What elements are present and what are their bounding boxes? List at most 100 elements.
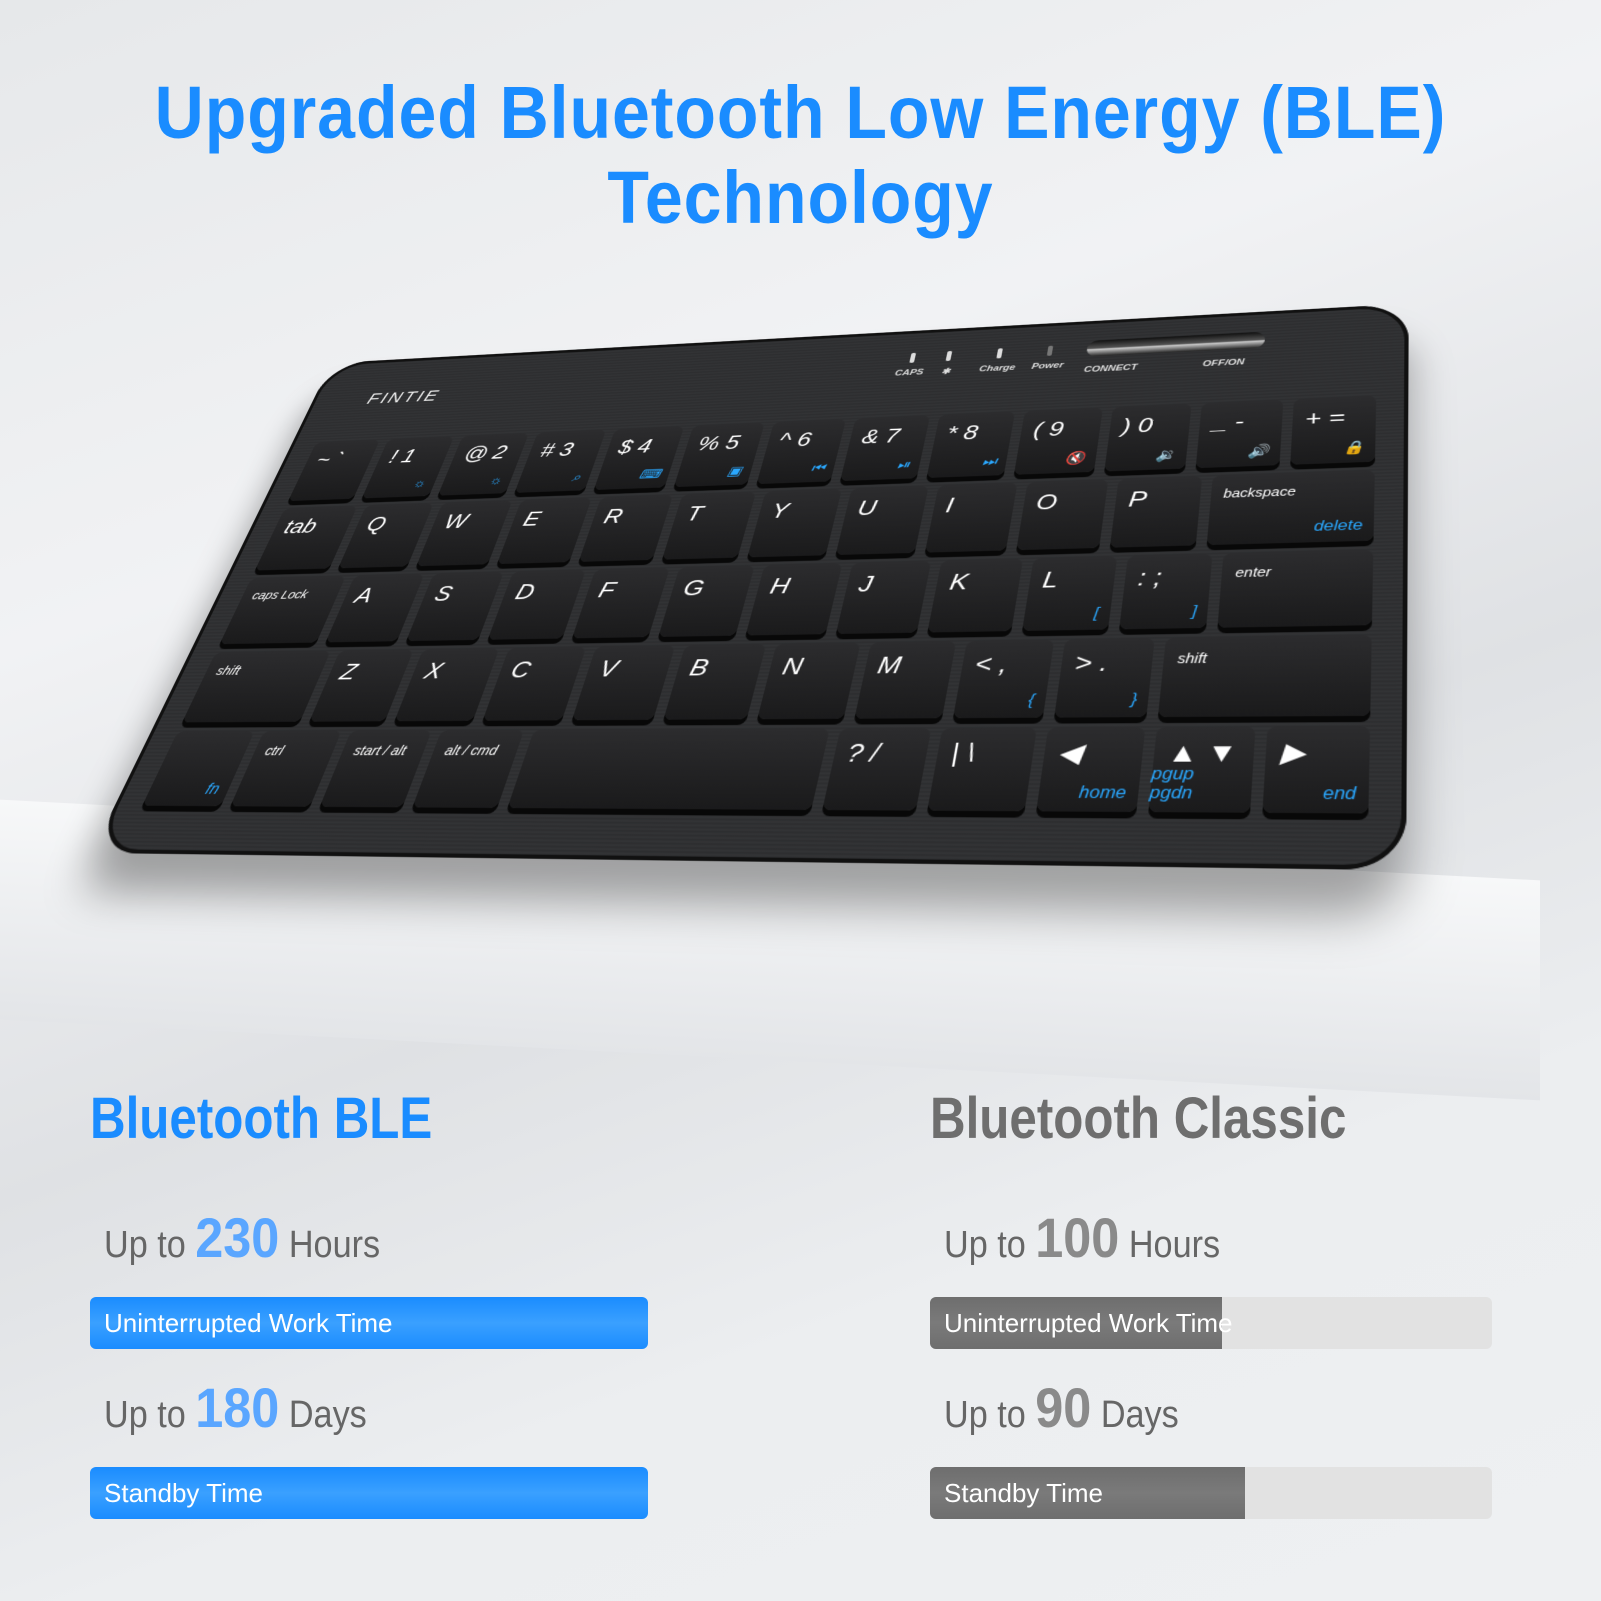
key	[507, 728, 829, 810]
key-label: V	[596, 655, 622, 683]
key: ^ 6 ⏮	[756, 419, 846, 484]
brand-logo: FINTIE	[364, 387, 443, 408]
key: # 3 ⌕	[515, 430, 606, 493]
key-label: * 8	[945, 421, 981, 446]
key: % 5 ▣	[674, 423, 765, 487]
ble-stat: Up to 180 Days	[104, 1375, 367, 1440]
key-secondary-label: [	[1093, 606, 1100, 622]
keyboard-image: FINTIE CAPS ✱ Charge Power CONNECT OFF/O…	[92, 304, 1409, 871]
key: ) 0 🔉	[1104, 404, 1192, 472]
key-label: & 7	[860, 424, 903, 449]
key-secondary-label: ⌕	[570, 471, 583, 485]
bar-label: Uninterrupted Work Time	[930, 1308, 1233, 1339]
key: J	[836, 561, 932, 634]
stat-unit: Days	[289, 1394, 367, 1436]
key-secondary-label: ☼	[487, 474, 505, 488]
key: ▶ end	[1263, 726, 1370, 813]
key: V	[572, 645, 676, 720]
key: < , {	[953, 640, 1055, 719]
key: shift	[1158, 635, 1372, 717]
key-row: fn ctrl start / alt alt / cmd? / | \ ◀ home ▲ ▼…	[142, 726, 1370, 813]
key: _ - 🔊	[1196, 400, 1283, 468]
connect-switch	[1086, 332, 1266, 357]
key: N	[757, 643, 860, 720]
key-label: ◀	[1056, 737, 1083, 768]
key: backspace delete	[1206, 470, 1375, 545]
key-label: ! 1	[386, 445, 420, 468]
key-label: T	[684, 501, 706, 526]
stat-prefix: Up to	[104, 1394, 186, 1436]
classic-stat: Up to 100 Hours	[944, 1205, 1220, 1270]
key: B	[663, 644, 766, 720]
key-label: S	[431, 581, 457, 607]
key: ▲ ▼ pgup pgdn	[1148, 727, 1256, 813]
key-label: ctrl	[263, 743, 287, 758]
key-label: C	[507, 656, 535, 684]
key: : ;]	[1119, 554, 1213, 630]
key: ◀ home	[1036, 727, 1145, 812]
key-secondary-label: ▣	[725, 463, 744, 479]
key-label: < ,	[973, 649, 1010, 678]
key-label: L	[1041, 566, 1060, 594]
key-secondary-label: ⏭	[981, 455, 998, 470]
key-label: ~ `	[312, 448, 348, 471]
key-label: Q	[363, 512, 391, 536]
key-label: A	[351, 583, 377, 608]
key-secondary-label: 🔇	[1064, 450, 1087, 467]
key-label: B	[687, 654, 712, 682]
page-title: Upgraded Bluetooth Low Energy (BLE) Tech…	[64, 70, 1537, 240]
key-label: ? /	[844, 738, 882, 769]
key: R	[578, 495, 673, 562]
ble-progress-bar: Uninterrupted Work Time	[90, 1297, 648, 1349]
key: U	[835, 486, 928, 555]
key-label: start / alt	[352, 743, 409, 758]
key: ? /	[822, 728, 932, 811]
key: | \	[927, 728, 1036, 812]
bar-fill: Standby Time	[90, 1467, 648, 1519]
key-label: shift	[214, 664, 243, 678]
key: & 7 ⏯	[840, 415, 930, 481]
power-indicator: Power	[1031, 345, 1067, 371]
key-label: F	[595, 577, 619, 603]
key-label: Z	[336, 659, 362, 686]
key-row: shift Z X C V B N M < , {> .} shift	[182, 635, 1372, 723]
key: L[	[1022, 556, 1117, 631]
classic-stat: Up to 90 Days	[944, 1375, 1179, 1440]
key-secondary-label: delete	[1313, 518, 1362, 535]
key-label: + =	[1304, 405, 1345, 431]
bar-label: Uninterrupted Work Time	[90, 1308, 393, 1339]
key-label: H	[767, 573, 792, 600]
key: G	[658, 565, 755, 637]
key: $ 4 ⌨	[594, 426, 685, 490]
key-label: K	[947, 568, 970, 595]
caps-indicator: CAPS	[894, 352, 928, 378]
stat-value: 90	[1035, 1376, 1091, 1439]
stat-prefix: Up to	[944, 1224, 1026, 1266]
key-label: ) 0	[1120, 413, 1154, 438]
classic-heading: Bluetooth Classic	[930, 1085, 1346, 1152]
key-label: backspace	[1223, 484, 1296, 500]
key: W	[417, 500, 513, 566]
key-secondary-label: pgup pgdn	[1149, 766, 1242, 804]
bluetooth-indicator: ✱	[940, 351, 954, 376]
stat-value: 100	[1035, 1206, 1119, 1269]
key: C	[482, 647, 586, 721]
key: ( 9 🔇	[1014, 408, 1103, 475]
key-label: shift	[1177, 650, 1208, 666]
key: O	[1016, 479, 1108, 550]
key-label: R	[601, 504, 626, 529]
key-label: D	[512, 579, 539, 605]
stat-unit: Hours	[289, 1224, 380, 1266]
key: X	[395, 648, 499, 721]
classic-progress-bar: Uninterrupted Work Time	[930, 1297, 1492, 1349]
stat-value: 180	[195, 1376, 279, 1439]
key-secondary-label: ⏯	[896, 458, 912, 472]
key-label: O	[1034, 489, 1059, 515]
bar-label: Standby Time	[930, 1478, 1103, 1509]
key: H	[746, 563, 843, 635]
key: T	[662, 492, 756, 560]
key-label: P	[1127, 486, 1148, 512]
key: + = 🔒	[1290, 396, 1376, 465]
ble-heading: Bluetooth BLE	[90, 1085, 432, 1152]
key-label: J	[856, 571, 875, 598]
